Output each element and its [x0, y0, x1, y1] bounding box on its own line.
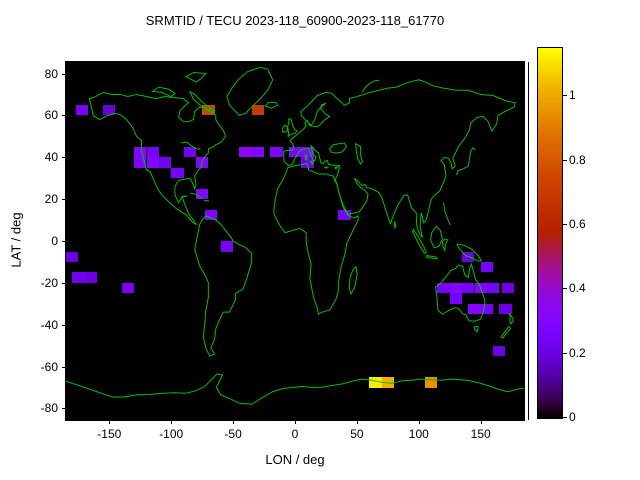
- heatmap-cell: [251, 104, 265, 116]
- heatmap-cell: [196, 157, 209, 168]
- y-tick-mark: [62, 157, 66, 159]
- y-tick-label: -20: [40, 275, 58, 290]
- colorbar-tick-label: 1: [569, 88, 576, 103]
- heatmap-cell: [270, 146, 283, 158]
- heatmap-cell: [171, 167, 184, 179]
- x-tick-label: -50: [224, 427, 242, 441]
- colorbar-tick-mark: [563, 95, 567, 97]
- y-tick-mark: [62, 199, 66, 201]
- heatmap-cell: [449, 293, 463, 304]
- heatmap-cell: [146, 146, 159, 158]
- heatmap-cell: [462, 251, 475, 262]
- x-tick-label: 150: [470, 427, 491, 441]
- heatmap-cell: [288, 146, 302, 158]
- colorbar-tick-label: 0: [569, 410, 576, 424]
- x-tick-label: -150: [97, 427, 122, 441]
- y-tick-mark: [62, 73, 66, 75]
- colorbar-tick-label: 0.2: [569, 345, 586, 360]
- colorbar-tick-mark: [563, 223, 567, 225]
- x-tick-mark: [356, 420, 358, 424]
- heatmap-cell: [480, 261, 494, 273]
- heatmap-cell: [204, 209, 217, 221]
- heatmap-cell: [183, 146, 196, 158]
- heatmap-cell: [462, 282, 475, 294]
- x-tick-mark: [171, 420, 173, 424]
- heatmap-cell: [75, 104, 89, 116]
- y-tick-label: -40: [40, 317, 58, 332]
- heatmap-cell: [501, 282, 515, 294]
- colorbar-tick-label: 0.8: [569, 152, 586, 167]
- y-tick-mark: [62, 324, 66, 326]
- y-tick-label: -80: [40, 401, 58, 416]
- y-tick-label: 0: [51, 234, 58, 248]
- heatmap-cell: [369, 377, 382, 388]
- x-tick-mark: [480, 420, 482, 424]
- heatmap-cell: [239, 146, 252, 158]
- y-tick-label: 80: [44, 66, 58, 81]
- heatmap-cell: [134, 157, 147, 168]
- y-tick-label: -60: [40, 359, 58, 374]
- heatmap-cell: [474, 282, 487, 294]
- colorbar-tick-mark: [563, 288, 567, 290]
- y-tick-mark: [62, 115, 66, 117]
- y-tick-label: 60: [44, 108, 58, 123]
- heatmap-cell: [220, 241, 234, 252]
- x-axis-label: LON / deg: [265, 452, 325, 467]
- heatmap-cell: [425, 377, 438, 388]
- x-tick-label: 100: [408, 427, 429, 441]
- map-plot-area: [65, 61, 525, 421]
- heatmap-cell: [499, 303, 512, 315]
- x-tick-mark: [233, 420, 235, 424]
- heatmap-cell: [196, 188, 209, 200]
- x-tick-label: -100: [159, 427, 184, 441]
- heatmap-cell: [121, 282, 135, 294]
- x-tick-label: 50: [350, 427, 364, 441]
- heatmap-cell: [301, 157, 314, 168]
- y-tick-label: 40: [44, 150, 58, 165]
- heatmap-cell: [134, 146, 147, 158]
- colorbar-tick-label: 0.4: [569, 281, 586, 296]
- x-tick-mark: [418, 420, 420, 424]
- x-tick-mark: [109, 420, 111, 424]
- plot-right-double-border: [528, 62, 529, 420]
- heatmap-cell: [468, 303, 481, 315]
- colorbar-tick-mark: [563, 352, 567, 354]
- y-tick-label: 20: [44, 192, 58, 207]
- heatmap-cell: [202, 104, 215, 116]
- heatmap-cell: [146, 157, 159, 168]
- heatmap-cell: [486, 282, 500, 294]
- colorbar-tick-mark: [563, 417, 567, 418]
- x-tick-mark: [295, 420, 296, 424]
- y-tick-mark: [62, 408, 66, 410]
- y-tick-mark: [62, 282, 66, 284]
- heatmap-cell: [381, 377, 394, 388]
- heatmap-cell: [449, 282, 463, 294]
- heatmap-cell: [72, 272, 85, 283]
- heatmap-cell: [66, 251, 79, 262]
- heatmap-cells-layer: [66, 62, 524, 420]
- heatmap-cell: [103, 104, 116, 116]
- colorbar-tick-label: 0.6: [569, 216, 586, 231]
- colorbar-tick-mark: [563, 159, 567, 161]
- heatmap-cell: [338, 209, 351, 221]
- heatmap-cell: [493, 345, 506, 357]
- chart-title: SRMTID / TECU 2023-118_60900-2023-118_61…: [145, 13, 445, 28]
- heatmap-cell: [84, 272, 97, 283]
- heatmap-cell: [301, 146, 314, 158]
- y-tick-mark: [62, 241, 66, 242]
- colorbar: [537, 47, 563, 419]
- y-tick-mark: [62, 366, 66, 368]
- heatmap-cell: [251, 146, 265, 158]
- heatmap-cell: [158, 157, 172, 168]
- x-tick-label: 0: [291, 427, 299, 441]
- heatmap-cell: [480, 303, 494, 315]
- heatmap-cell: [437, 282, 450, 294]
